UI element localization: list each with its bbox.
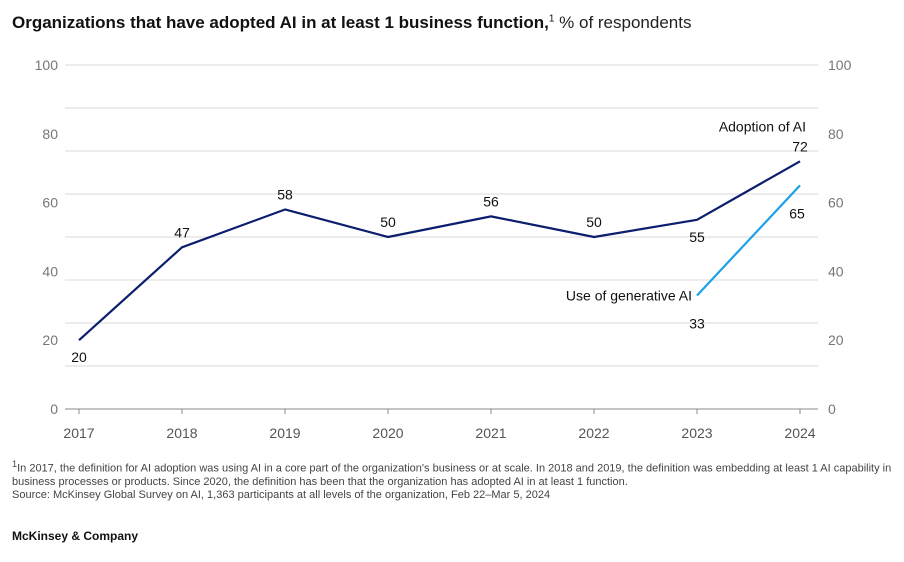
data-label-genai: 65 bbox=[789, 205, 805, 221]
data-label-adoption: 58 bbox=[277, 186, 293, 202]
series-label-adoption: Adoption of AI bbox=[719, 118, 806, 134]
title-footnote-marker: 1 bbox=[548, 13, 555, 25]
brand-logo-text: McKinsey & Company bbox=[12, 529, 139, 543]
footnote-1: 1In 2017, the definition for AI adoption… bbox=[12, 458, 892, 489]
x-tick-label: 2019 bbox=[269, 425, 300, 441]
x-tick-label: 2021 bbox=[475, 425, 506, 441]
y-tick-label-left: 40 bbox=[42, 263, 58, 279]
y-tick-label-right: 20 bbox=[828, 332, 844, 348]
data-label-adoption: 72 bbox=[792, 138, 808, 154]
y-tick-label-right: 100 bbox=[828, 57, 852, 73]
data-label-adoption: 56 bbox=[483, 193, 499, 209]
data-label-adoption: 50 bbox=[380, 214, 396, 230]
footnote-marker: 1 bbox=[12, 459, 18, 469]
chart-subtitle: % of respondents bbox=[559, 13, 692, 32]
data-label-adoption: 55 bbox=[689, 229, 705, 245]
x-tick-label: 2023 bbox=[681, 425, 712, 441]
y-tick-label-right: 80 bbox=[828, 126, 844, 142]
data-label-genai: 33 bbox=[689, 315, 705, 331]
y-tick-label-right: 40 bbox=[828, 263, 844, 279]
data-label-adoption: 20 bbox=[71, 349, 87, 365]
x-tick-label: 2018 bbox=[166, 425, 197, 441]
data-label-adoption: 47 bbox=[174, 224, 190, 240]
y-tick-label-left: 80 bbox=[42, 126, 58, 142]
chart-title: Organizations that have adopted AI in at… bbox=[12, 13, 691, 33]
y-tick-label-left: 0 bbox=[50, 401, 58, 417]
x-tick-label: 2024 bbox=[784, 425, 815, 441]
x-tick-label: 2022 bbox=[578, 425, 609, 441]
series-label-genai: Use of generative AI bbox=[566, 287, 692, 303]
x-tick-label: 2017 bbox=[63, 425, 94, 441]
adoption-line bbox=[78, 160, 801, 342]
x-tick-label: 2020 bbox=[372, 425, 403, 441]
footnotes: 1In 2017, the definition for AI adoption… bbox=[12, 458, 892, 502]
source-note: Source: McKinsey Global Survey on AI, 1,… bbox=[12, 488, 551, 501]
data-label-adoption: 50 bbox=[586, 214, 602, 230]
y-tick-label-left: 100 bbox=[35, 57, 59, 73]
footnote-text: In 2017, the definition for AI adoption … bbox=[12, 462, 892, 488]
genai-line bbox=[696, 184, 801, 297]
y-tick-label-right: 0 bbox=[828, 401, 836, 417]
chart-title-text: Organizations that have adopted AI in at… bbox=[12, 13, 549, 32]
y-tick-label-left: 20 bbox=[42, 332, 58, 348]
y-tick-label-right: 60 bbox=[828, 195, 844, 211]
y-tick-label-left: 60 bbox=[42, 195, 58, 211]
